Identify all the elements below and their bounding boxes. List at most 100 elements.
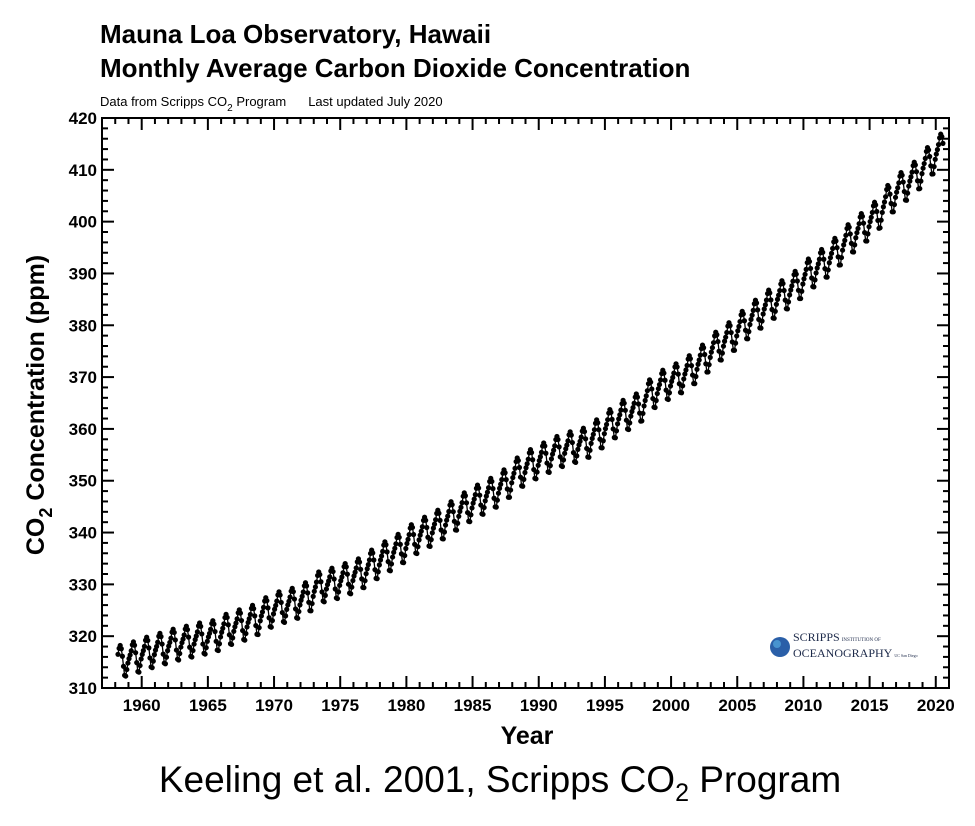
data-point <box>200 641 206 647</box>
data-point <box>701 345 707 351</box>
data-point <box>834 245 840 251</box>
data-point <box>124 666 130 673</box>
data-point <box>583 436 589 442</box>
data-point <box>824 274 830 280</box>
data-point <box>760 311 766 317</box>
data-point <box>570 450 577 456</box>
data-point <box>762 302 768 308</box>
data-point <box>525 456 531 462</box>
y-tick-label: 320 <box>69 627 97 646</box>
data-point <box>313 579 320 585</box>
data-point <box>860 220 867 226</box>
data-point <box>837 262 843 268</box>
data-point <box>802 271 808 277</box>
y-tick-label: 350 <box>69 472 97 491</box>
data-point <box>681 376 687 382</box>
data-point <box>906 183 912 189</box>
data-point <box>326 578 332 584</box>
data-point <box>854 230 860 236</box>
data-point <box>510 475 516 481</box>
data-point <box>158 634 164 640</box>
data-point <box>547 463 553 469</box>
data-point <box>715 338 721 345</box>
x-tick-label: 1985 <box>454 696 492 715</box>
data-point <box>221 621 227 627</box>
data-point <box>401 560 407 566</box>
data-point <box>390 554 396 560</box>
data-point <box>405 536 411 542</box>
data-point <box>383 542 389 548</box>
data-point <box>297 602 303 608</box>
data-point <box>919 171 925 177</box>
data-point <box>749 312 755 318</box>
y-axis-label: CO2 Concentration (ppm) <box>22 255 56 555</box>
data-point <box>777 287 783 294</box>
y-tick-label: 340 <box>69 524 97 543</box>
data-point <box>773 301 780 307</box>
x-tick-label: 2020 <box>917 696 955 715</box>
data-point <box>356 559 363 565</box>
data-point <box>380 548 386 555</box>
data-point <box>226 632 232 638</box>
data-point <box>750 307 756 313</box>
x-tick-label: 1965 <box>189 696 227 715</box>
data-point <box>469 505 475 511</box>
data-point <box>771 315 777 321</box>
data-point <box>393 541 399 547</box>
data-point <box>243 630 249 637</box>
data-point <box>471 496 477 502</box>
data-point <box>714 332 720 338</box>
data-point <box>789 283 795 289</box>
data-point <box>363 571 369 577</box>
data-point <box>851 249 857 255</box>
data-point <box>252 613 258 619</box>
data-point <box>528 449 535 456</box>
data-point <box>627 420 633 426</box>
data-point <box>476 485 482 491</box>
data-point <box>538 449 545 455</box>
data-point <box>146 645 152 651</box>
data-point <box>284 606 290 612</box>
data-point <box>490 485 496 492</box>
chart-title-line2: Monthly Average Carbon Dioxide Concentra… <box>100 53 690 83</box>
data-point <box>557 454 563 460</box>
data-point <box>886 185 892 191</box>
data-point <box>493 504 499 510</box>
data-point <box>344 571 350 577</box>
data-point <box>376 562 382 568</box>
data-point <box>287 594 293 600</box>
x-tick-label: 1960 <box>123 696 161 715</box>
data-point <box>856 221 862 227</box>
data-point <box>468 512 474 518</box>
data-point <box>312 584 319 590</box>
data-point <box>674 364 680 370</box>
data-point <box>896 180 902 186</box>
data-point <box>455 520 461 526</box>
data-point <box>431 521 438 527</box>
data-point <box>671 370 677 376</box>
data-point <box>440 536 446 542</box>
data-point <box>800 281 806 287</box>
data-point <box>682 371 688 377</box>
data-point <box>264 598 270 604</box>
data-point <box>596 427 602 433</box>
data-point <box>847 231 853 237</box>
data-point <box>784 306 791 312</box>
data-point <box>842 237 848 243</box>
data-point <box>811 284 817 290</box>
data-point <box>709 345 716 351</box>
data-point <box>852 242 858 248</box>
data-point <box>655 386 661 392</box>
y-tick-labels: 310 320 330 340 350 360 370 380 390 400 410 420 <box>69 109 97 698</box>
data-point <box>913 169 920 175</box>
data-point <box>349 584 355 590</box>
data-point <box>688 363 695 369</box>
x-tick-label: 1970 <box>255 696 293 715</box>
data-point <box>702 351 708 358</box>
data-point <box>194 629 200 635</box>
data-point <box>308 608 314 614</box>
data-point <box>920 165 926 171</box>
data-point <box>477 492 483 498</box>
data-point <box>855 225 861 232</box>
data-point <box>137 662 143 669</box>
